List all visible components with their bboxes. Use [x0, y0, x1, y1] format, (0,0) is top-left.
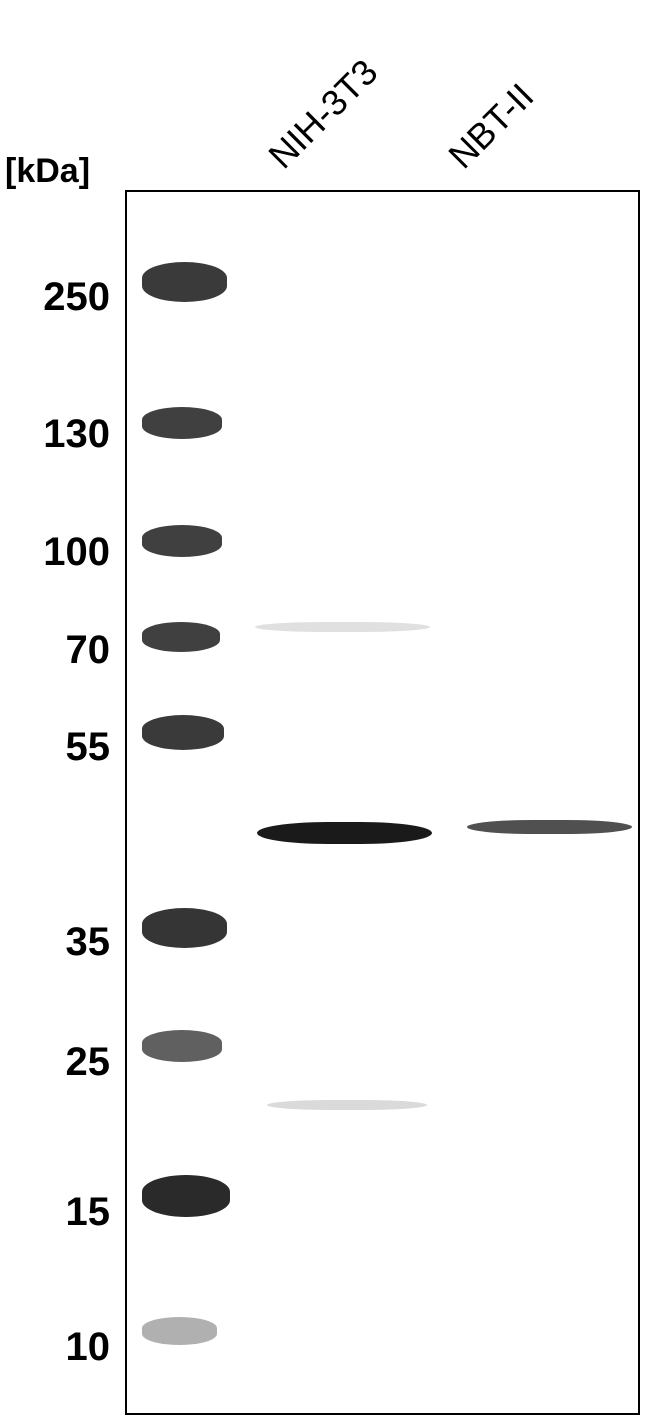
- marker-band-250: [142, 262, 227, 302]
- marker-band-130: [142, 407, 222, 439]
- marker-label-130: 130: [2, 412, 110, 457]
- marker-label-35: 35: [2, 920, 110, 965]
- marker-label-70: 70: [2, 628, 110, 673]
- marker-label-25: 25: [2, 1040, 110, 1085]
- sample-band-nih3t3: [257, 822, 432, 844]
- y-axis-unit-label: [kDa]: [5, 152, 90, 191]
- marker-band-10: [142, 1317, 217, 1345]
- marker-band-15: [142, 1175, 230, 1217]
- marker-band-55: [142, 715, 224, 750]
- faint-band-nih3t3-70kda: [255, 622, 430, 632]
- sample-band-nbtii: [467, 820, 632, 834]
- marker-label-100: 100: [2, 530, 110, 575]
- marker-band-70: [142, 622, 220, 652]
- marker-band-25: [142, 1030, 222, 1062]
- blot-membrane-frame: [125, 190, 640, 1415]
- marker-label-15: 15: [2, 1190, 110, 1235]
- marker-band-100: [142, 525, 222, 557]
- western-blot-figure: [kDa] 250 130 100 70 55 35 25 15 10 NIH-…: [0, 0, 650, 1427]
- lane-label-nbtii: NBT-II: [440, 75, 542, 177]
- marker-label-10: 10: [2, 1325, 110, 1370]
- faint-band-nih3t3-20kda: [267, 1100, 427, 1110]
- marker-label-55: 55: [2, 725, 110, 770]
- marker-band-35: [142, 908, 227, 948]
- lane-label-nih3t3: NIH-3T3: [260, 51, 386, 177]
- marker-label-250: 250: [2, 275, 110, 320]
